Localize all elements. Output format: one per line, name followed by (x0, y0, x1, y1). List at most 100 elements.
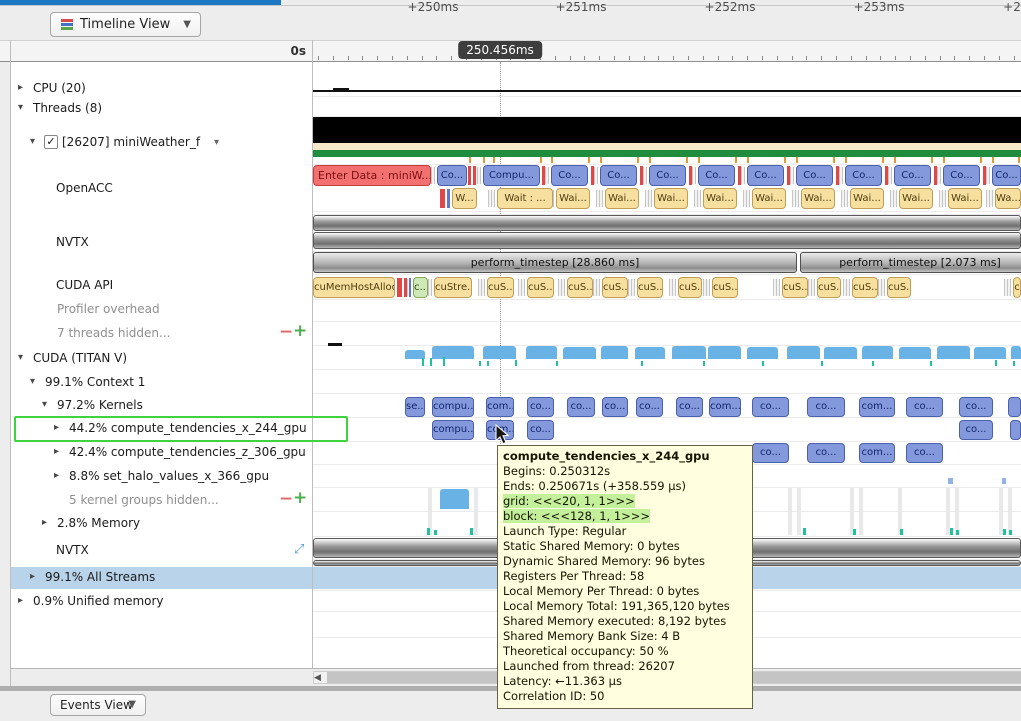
openacc-event[interactable]: Co... (894, 165, 931, 186)
event-sliver[interactable] (640, 166, 643, 185)
sidebar-item-42-4-compute-tendencies-z-306-gpu[interactable]: 42.4% compute_tendencies_z_306_gpu (69, 445, 306, 459)
kernel-event[interactable]: co... (527, 420, 554, 440)
sidebar-item-openacc[interactable]: OpenACC (56, 181, 113, 195)
gpu-kernel-density-blob[interactable] (432, 346, 474, 359)
gpu-kernel-density-blob[interactable] (405, 350, 425, 359)
event-sliver[interactable] (934, 166, 937, 185)
cuda-api-event[interactable]: cuS... (817, 277, 841, 298)
kernel-event[interactable]: co... (807, 397, 845, 417)
set-halo-kernel-tick[interactable] (1002, 478, 1006, 484)
memory-transfer-tick[interactable] (950, 528, 953, 535)
tree-expander-icon[interactable]: ▸ (18, 82, 24, 93)
openacc-event[interactable]: Co... (845, 165, 882, 186)
tree-expander-icon[interactable]: ▾ (18, 352, 24, 363)
cuda-api-event[interactable]: cuStre... (434, 277, 472, 298)
sidebar-item-0-9-unified-memory[interactable]: 0.9% Unified memory (33, 594, 164, 608)
tree-expander-icon[interactable]: ▸ (30, 571, 36, 582)
kernel-event[interactable]: co... (959, 397, 993, 417)
thread-options-caret-icon[interactable]: ▾ (214, 137, 220, 148)
kernel-event[interactable]: com... (859, 397, 895, 417)
scrollbar-left-arrow-icon[interactable]: ◀ (314, 673, 321, 683)
openacc-wait-event[interactable]: Wai... (801, 188, 835, 209)
memory-transfer-tick[interactable] (1009, 530, 1012, 535)
cuda-api-event[interactable]: cuS... (887, 277, 911, 298)
kernel-event[interactable]: com... (486, 397, 514, 417)
openacc-wait-event[interactable]: Wai... (654, 188, 688, 209)
gpu-kernel-density-blob[interactable] (747, 347, 778, 359)
event-sliver[interactable] (468, 166, 471, 185)
sidebar-item-cpu-20[interactable]: CPU (20) (33, 81, 86, 95)
sidebar-item-cuda-api[interactable]: CUDA API (56, 278, 114, 292)
sidebar-item-cuda-titan-v[interactable]: CUDA (TITAN V) (33, 351, 128, 365)
tree-expander-icon[interactable]: ▾ (30, 376, 36, 387)
openacc-event[interactable]: Enter Data : miniW... (313, 165, 431, 186)
cuda-api-event[interactable]: cuS... (678, 277, 702, 298)
tree-expander-icon[interactable]: ▸ (54, 446, 60, 457)
cuda-api-event[interactable]: c (1013, 277, 1021, 298)
kernel-event[interactable]: compu... (432, 420, 474, 440)
tree-expander-icon[interactable]: ▸ (18, 595, 24, 606)
event-sliver[interactable] (738, 166, 741, 185)
memory-transfer-tick[interactable] (803, 528, 806, 535)
nvtx-range-bar[interactable] (313, 215, 1021, 231)
tree-expander-icon[interactable]: ▾ (18, 102, 24, 113)
openacc-event[interactable]: Co... (698, 165, 735, 186)
kernel-event[interactable] (1010, 420, 1021, 440)
openacc-event[interactable]: Co... (992, 165, 1021, 186)
sidebar-item-7-threads-hidden[interactable]: 7 threads hidden... (57, 326, 171, 340)
event-sliver[interactable] (885, 166, 888, 185)
kernel-event[interactable]: co... (807, 443, 845, 463)
collapse-group-icon[interactable]: − (279, 322, 294, 342)
memory-transfer-tick[interactable] (853, 529, 856, 535)
event-sliver[interactable] (440, 189, 445, 208)
set-halo-kernel-tick[interactable] (948, 478, 953, 484)
kernel-event[interactable]: com... (709, 397, 741, 417)
kernel-event[interactable]: co... (567, 397, 595, 417)
gpu-kernel-density-blob[interactable] (483, 346, 516, 359)
openacc-event[interactable]: Compu... (483, 165, 540, 186)
memory-transfer-tick[interactable] (470, 528, 473, 535)
tree-expander-icon[interactable]: ▸ (54, 470, 60, 481)
gpu-kernel-density-blob[interactable] (526, 346, 557, 359)
openacc-wait-event[interactable]: Wa... (995, 188, 1021, 209)
event-sliver[interactable] (397, 278, 402, 297)
kernel-event[interactable]: co... (602, 397, 628, 417)
event-sliver[interactable] (983, 166, 986, 185)
cuda-api-event[interactable]: cuS... (602, 277, 628, 298)
kernel-event[interactable]: co... (752, 443, 789, 463)
openacc-event[interactable]: Co... (600, 165, 637, 186)
openacc-wait-event[interactable]: Wai... (752, 188, 786, 209)
cuda-api-event[interactable]: cuS... (487, 277, 514, 298)
sidebar-item-threads-8[interactable]: Threads (8) (33, 101, 103, 115)
cuda-api-event[interactable]: cuS... (527, 277, 554, 298)
sidebar-item-99-1-all-streams[interactable]: 99.1% All Streams (45, 570, 156, 584)
openacc-wait-event[interactable]: Wai... (899, 188, 933, 209)
memory-transfer-tick[interactable] (434, 530, 437, 535)
sidebar-item-97-2-kernels[interactable]: 97.2% Kernels (57, 398, 143, 412)
openacc-wait-event[interactable]: Wai... (850, 188, 884, 209)
sidebar-item-44-2-compute-tendencies-x-244-gpu[interactable]: 44.2% compute_tendencies_x_244_gpu (69, 421, 307, 435)
kernel-event[interactable]: co... (636, 397, 663, 417)
sidebar-item-5-kernel-groups-hidden[interactable]: 5 kernel groups hidden... (69, 493, 219, 507)
nvtx-range-bar[interactable] (313, 232, 1021, 249)
event-sliver[interactable] (591, 166, 594, 185)
nvtx-range-perform-timestep-2-073-ms[interactable]: perform_timestep [2.073 ms] (800, 252, 1021, 273)
event-sliver[interactable] (409, 278, 411, 297)
openacc-wait-event[interactable]: Wai... (948, 188, 982, 209)
cuda-api-event[interactable]: cuS... (712, 277, 738, 298)
openacc-event[interactable]: Co... (943, 165, 980, 186)
cuda-api-event[interactable]: cuS... (567, 277, 593, 298)
sidebar-item-2-8-memory[interactable]: 2.8% Memory (57, 516, 141, 530)
gpu-kernel-density-blob[interactable] (862, 346, 893, 359)
sidebar-item-26207-miniweather-f[interactable]: [26207] miniWeather_f (62, 135, 201, 149)
event-sliver[interactable] (473, 166, 476, 185)
openacc-wait-event[interactable]: Wai... (703, 188, 737, 209)
event-sliver[interactable] (689, 166, 692, 185)
sidebar-item-8-8-set-halo-values-x-366-gpu[interactable]: 8.8% set_halo_values_x_366_gpu (69, 469, 270, 483)
gpu-kernel-density-blob[interactable] (899, 347, 931, 359)
sidebar-item-nvtx[interactable]: NVTX (56, 235, 89, 249)
kernel-event[interactable]: co... (906, 443, 943, 463)
gpu-kernel-density-blob[interactable] (824, 347, 857, 359)
tree-expander-icon[interactable]: ▾ (42, 399, 48, 410)
kernel-event[interactable]: compu... (432, 397, 474, 417)
